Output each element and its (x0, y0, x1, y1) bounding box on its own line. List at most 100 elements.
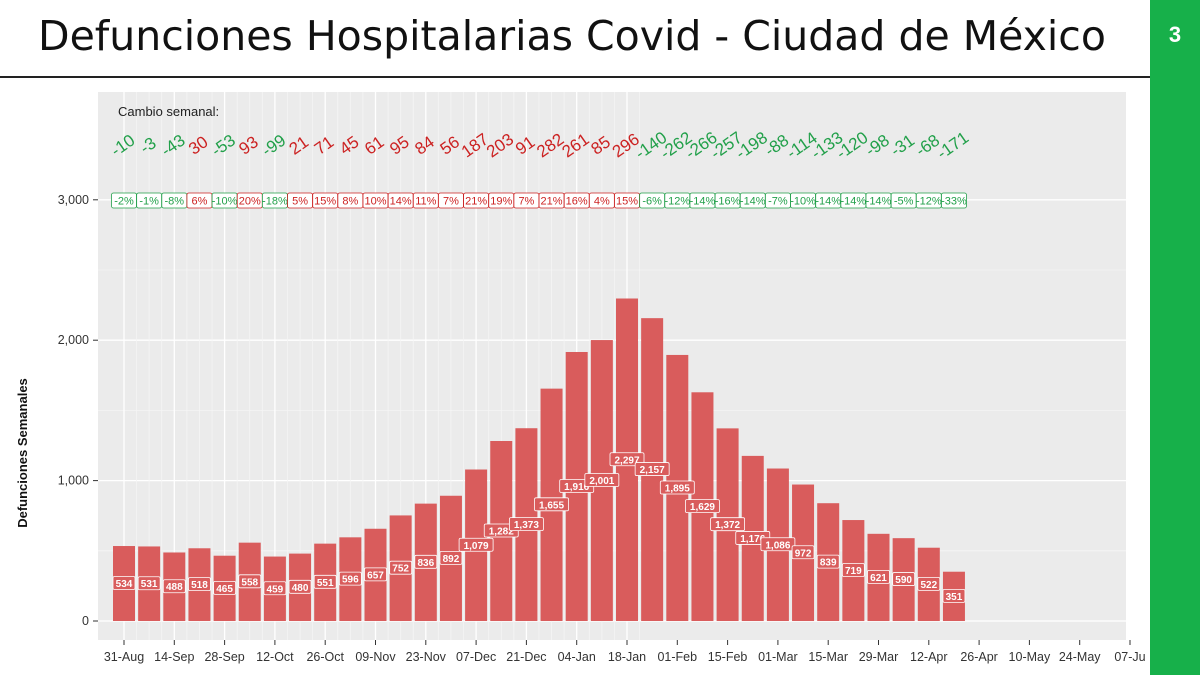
value-label-box (313, 574, 337, 589)
value-label-box (112, 576, 136, 590)
value-label-box (162, 579, 186, 594)
value-label-box (584, 473, 620, 487)
weekly-change-pct-label: 8% (342, 196, 358, 208)
value-label-box (816, 554, 840, 569)
slide-title: Defunciones Hospitalarias Covid - Ciudad… (38, 12, 1106, 60)
y-axis-title: Defunciones Semanales (15, 378, 30, 528)
x-tick-label: 21-Dec (506, 650, 546, 664)
x-tick-label: 12-Apr (910, 650, 948, 664)
weekly-change-pct-label: -2% (114, 196, 134, 208)
x-tick-label: 10-May (1009, 650, 1051, 664)
x-tick-label: 29-Mar (859, 650, 899, 664)
value-label: 1,916 (564, 482, 589, 493)
value-label: 2,157 (640, 465, 665, 476)
weekly-change-pct-label: 6% (191, 196, 207, 208)
value-label: 480 (292, 583, 309, 594)
weekly-change-pct-label: -7% (768, 196, 788, 208)
slide-number-bar (1150, 0, 1200, 675)
x-tick-label: 31-Aug (104, 650, 144, 664)
value-label: 2,001 (589, 476, 614, 487)
value-label: 836 (417, 558, 434, 569)
value-label-box (458, 537, 494, 552)
value-label-box (534, 497, 569, 512)
x-tick-label: 01-Mar (758, 650, 798, 664)
x-tick-label: 26-Oct (306, 650, 344, 664)
value-label-box (137, 576, 161, 591)
x-tick-label: 14-Sep (154, 650, 194, 664)
x-tick-label: 01-Feb (657, 650, 697, 664)
weekly-change-pct-label: 10% (364, 196, 386, 208)
weekly-change-pct-label: -16% (715, 196, 741, 208)
weekly-change-pct-label: -14% (841, 196, 867, 208)
weekly-change-pct-label: 11% (415, 196, 436, 208)
weekly-change-pct-label: -10% (212, 196, 238, 208)
value-label: 522 (920, 580, 937, 591)
x-tick-label: 07-Ju (1114, 650, 1145, 664)
value-label-box (867, 570, 890, 584)
value-label-box (238, 574, 262, 589)
value-label-box (338, 571, 362, 586)
value-label: 558 (241, 577, 258, 588)
value-label: 657 (367, 570, 384, 581)
value-label: 459 (267, 584, 284, 595)
weekly-change-pct-label: -12% (664, 196, 690, 208)
value-label-box (213, 580, 237, 595)
weekly-change-pct-label: 21% (465, 196, 487, 208)
value-label: 1,629 (690, 502, 715, 513)
weekly-change-pct-label: -33% (941, 196, 967, 208)
value-label: 1,282 (489, 527, 514, 538)
x-tick-label: 12-Oct (256, 650, 294, 664)
value-label-box (414, 554, 438, 569)
value-label: 518 (191, 580, 208, 591)
value-label-box (389, 560, 413, 575)
value-label-box (634, 462, 670, 476)
value-label: 839 (820, 558, 837, 569)
value-label-box (710, 517, 745, 532)
weekly-change-pct-label: 19% (490, 196, 512, 208)
value-label-box (917, 576, 941, 591)
value-label-box (892, 572, 916, 586)
value-label: 531 (141, 579, 158, 590)
value-label: 465 (216, 584, 233, 595)
weekly-change-pct-label: -8% (165, 196, 185, 208)
weekly-change-pct-label: -18% (262, 196, 288, 208)
value-label-box (791, 545, 815, 560)
x-tick-label: 09-Nov (355, 650, 396, 664)
weekly-change-pct-label: 7% (518, 196, 534, 208)
bars (113, 298, 965, 621)
value-label: 621 (870, 573, 887, 584)
x-tick-label: 23-Nov (406, 650, 447, 664)
x-tick-label: 15-Mar (808, 650, 848, 664)
value-label: 351 (946, 592, 963, 603)
weekly-deaths-chart: 534 531 488 518 465 558 459 480 551 596 657 752 836 8… (15, 92, 1146, 664)
weekly-change-pct-label: -12% (916, 196, 942, 208)
x-tick-label: 04-Jan (558, 650, 596, 664)
value-label: 892 (443, 554, 460, 565)
y-tick-label: 1,000 (58, 474, 89, 488)
weekly-change-pct-labels: -2% -1% -8% 6% -10% 20% -18% 5% 15% 8% 10% 14% 11% 7%… (111, 192, 967, 209)
value-label-box (841, 563, 865, 577)
value-label: 1,373 (514, 520, 539, 531)
y-tick-label: 0 (82, 614, 89, 628)
bar-value-labels: 534 531 488 518 465 558 459 480 551 596 657 752 836 8… (112, 452, 966, 603)
value-label: 719 (845, 566, 862, 577)
value-label-box (760, 537, 796, 552)
value-label: 1,079 (464, 541, 489, 552)
value-label-box (942, 588, 966, 603)
value-label: 488 (166, 582, 183, 593)
value-label: 596 (342, 575, 359, 586)
x-tick-label: 26-Apr (960, 650, 998, 664)
value-label-box (288, 579, 312, 594)
value-label-box (188, 577, 211, 592)
value-label-box (263, 581, 287, 596)
weekly-change-pct-label: 15% (616, 196, 638, 208)
value-label-box (685, 499, 720, 514)
weekly-change-pct-label: 4% (594, 196, 610, 208)
weekly-change-pct-label: -14% (866, 196, 892, 208)
weekly-change-pct-label: -14% (740, 196, 766, 208)
value-label: 1,655 (539, 500, 564, 511)
weekly-change-pct-label: 7% (443, 196, 459, 208)
weekly-change-pct-label: 14% (390, 196, 412, 208)
x-tick-label: 18-Jan (608, 650, 646, 664)
title-divider (0, 76, 1150, 78)
